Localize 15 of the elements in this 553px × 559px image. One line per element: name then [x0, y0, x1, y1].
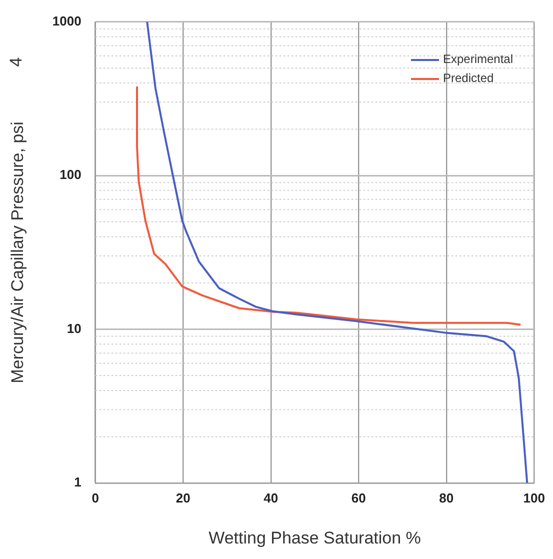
y-tick-label: 100 [60, 167, 82, 182]
text: 4 [6, 57, 27, 67]
legend-label: Predicted [442, 70, 494, 87]
x-tick-label: 0 [92, 490, 99, 506]
legend-label: Experimental [442, 51, 513, 68]
x-tick-label: 20 [176, 490, 190, 506]
y-tick-label: 10 [66, 320, 82, 336]
y-tick-label: 1000 [52, 13, 82, 28]
x-tick-label: 60 [351, 490, 366, 506]
y-axis-title: Mercury/Air Capillary Pressure, psi [8, 122, 27, 384]
x-axis-title: Wetting Phase Saturation % [208, 528, 421, 548]
y-tick-label: 1 [74, 474, 82, 490]
x-tick-label: 100 [523, 490, 546, 506]
x-tick-label: 40 [264, 490, 278, 506]
x-tick-label: 80 [439, 490, 454, 506]
